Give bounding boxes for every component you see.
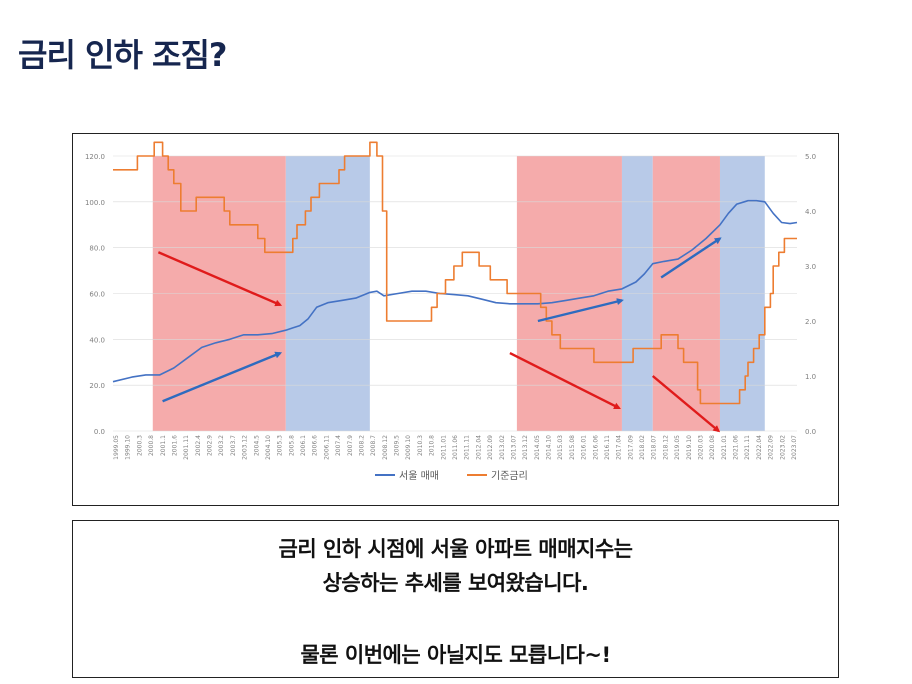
- x-tick-label: 2008.7: [370, 435, 377, 456]
- x-tick-label: 2018.12: [662, 435, 669, 460]
- trend-arrows: [157, 237, 722, 433]
- y2-tick-label: 2.0: [805, 318, 816, 326]
- x-tick-label: 2000.8: [148, 435, 155, 456]
- caption-line-2: 상승하는 추세를 보여왔습니다.: [322, 571, 589, 595]
- x-tick-label: 2011.06: [452, 435, 459, 460]
- x-tick-label: 2012.09: [487, 435, 494, 460]
- x-tick-label: 2012.04: [475, 435, 482, 460]
- y-tick-label: 120.0: [85, 153, 105, 161]
- trend-arrow-red: [509, 352, 621, 410]
- x-tick-label: 2007.4: [335, 435, 342, 456]
- y2-tick-label: 3.0: [805, 263, 816, 271]
- x-tick-label: 2006.11: [323, 435, 330, 460]
- x-tick-label: 2014.05: [534, 435, 541, 460]
- y2-tick-label: 4.0: [805, 208, 816, 216]
- y2-tick-label: 5.0: [805, 153, 816, 161]
- y-tick-label: 100.0: [85, 199, 105, 207]
- x-tick-label: 2015.03: [557, 435, 564, 460]
- x-tick-label: 2013.02: [499, 435, 506, 460]
- y-tick-label: 0.0: [94, 428, 105, 436]
- x-tick-label: 2019.05: [674, 435, 681, 460]
- x-tick-label: 2001.6: [171, 435, 178, 456]
- x-tick-label: 2016.06: [592, 435, 599, 460]
- x-tick-label: 2010.3: [417, 435, 424, 456]
- x-tick-label: 2018.07: [651, 435, 658, 460]
- x-tick-label: 2014.10: [546, 435, 553, 460]
- x-tick-label: 2022.09: [768, 435, 775, 460]
- trend-arrow-red: [157, 251, 283, 307]
- x-tick-label: 2009.5: [394, 435, 401, 456]
- x-tick-label: 2006.1: [300, 435, 307, 456]
- x-tick-label: 2008.2: [358, 435, 365, 456]
- x-tick-label: 2006.6: [312, 435, 319, 456]
- x-tick-label: 2017.09: [627, 435, 634, 460]
- x-tick-label: 2013.12: [522, 435, 529, 460]
- x-tick-label: 2003.12: [242, 435, 249, 460]
- x-tick-label: 2005.3: [277, 435, 284, 456]
- caption-line-1: 금리 인하 시점에 서울 아파트 매매지수는: [278, 537, 634, 561]
- x-tick-label: 2021.01: [721, 435, 728, 460]
- page-title: 금리 인하 조짐?: [18, 36, 227, 74]
- x-tick-label: 2004.10: [265, 435, 272, 460]
- x-tick-label: 2017.04: [616, 435, 623, 460]
- x-tick-label: 2022.04: [756, 435, 763, 460]
- x-tick-label: 2002.4: [195, 435, 202, 456]
- legend-label: 서울 매매: [399, 470, 439, 482]
- x-tick-label: 2016.01: [581, 435, 588, 460]
- legend: 서울 매매 기준금리: [375, 470, 528, 482]
- y-axis-left: 0.0 20.0 40.0 60.0 80.0 100.0 120.0: [85, 153, 105, 436]
- x-tick-label: 2001.11: [183, 435, 190, 460]
- x-tick-label: 2020.03: [697, 435, 704, 460]
- x-tick-label: 2004.5: [253, 435, 260, 456]
- x-tick-label: 2013.07: [510, 435, 517, 460]
- y-axis-right: 0.0 1.0 2.0 3.0 4.0 5.0: [805, 153, 816, 436]
- y2-tick-label: 0.0: [805, 428, 816, 436]
- chart-frame: 0.0 20.0 40.0 60.0 80.0 100.0 120.0 0.0 1.0 2.0 3…: [72, 133, 839, 506]
- series-line-seoul: [112, 199, 798, 383]
- x-tick-label: 2019.10: [686, 435, 693, 460]
- x-tick-label: 2016.11: [604, 435, 611, 460]
- x-tick-label: 2018.02: [639, 435, 646, 460]
- caption-line-3: 물론 이번에는 아닐지도 모릅니다~!: [300, 643, 611, 667]
- caption-box: 금리 인하 시점에 서울 아파트 매매지수는 상승하는 추세를 보여왔습니다. …: [72, 520, 839, 678]
- x-axis: 1999.05 1999.10 2000.3 2000.8 2001.1 2001.6 20…: [113, 435, 798, 460]
- x-tick-label: 2015.08: [569, 435, 576, 460]
- x-tick-label: 2010.8: [429, 435, 436, 456]
- x-tick-label: 2002.9: [207, 435, 214, 456]
- x-tick-label: 1999.05: [113, 435, 120, 460]
- x-tick-label: 2000.3: [136, 435, 143, 456]
- x-tick-label: 2021.06: [733, 435, 740, 460]
- x-tick-label: 2011.01: [440, 435, 447, 460]
- y-tick-label: 20.0: [89, 382, 105, 390]
- x-tick-label: 2020.08: [709, 435, 716, 460]
- x-tick-label: 2023.02: [779, 435, 786, 460]
- y-tick-label: 40.0: [89, 336, 105, 344]
- x-tick-label: 2003.2: [218, 435, 225, 456]
- trend-arrow-blue: [162, 351, 283, 403]
- x-tick-label: 2021.11: [744, 435, 751, 460]
- x-tick-label: 2007.9: [347, 435, 354, 456]
- x-tick-label: 2003.7: [230, 435, 237, 456]
- trend-arrow-blue: [660, 237, 722, 279]
- x-tick-label: 1999.10: [125, 435, 132, 460]
- x-tick-label: 2023.07: [791, 435, 798, 460]
- y2-tick-label: 1.0: [805, 373, 816, 381]
- x-tick-label: 2009.10: [405, 435, 412, 460]
- y-tick-label: 80.0: [89, 245, 105, 253]
- series-lines: [112, 141, 798, 405]
- x-tick-label: 2001.1: [160, 435, 167, 456]
- line-chart: 0.0 20.0 40.0 60.0 80.0 100.0 120.0 0.0 1.0 2.0 3…: [85, 141, 816, 482]
- x-tick-label: 2011.11: [464, 435, 471, 460]
- x-tick-label: 2008.12: [382, 435, 389, 460]
- y-tick-label: 60.0: [89, 291, 105, 299]
- legend-label: 기준금리: [491, 470, 528, 482]
- series-line-rate: [113, 141, 797, 405]
- x-tick-label: 2005.8: [288, 435, 295, 456]
- trend-arrow-red: [651, 375, 721, 433]
- trend-arrow-blue: [537, 298, 624, 323]
